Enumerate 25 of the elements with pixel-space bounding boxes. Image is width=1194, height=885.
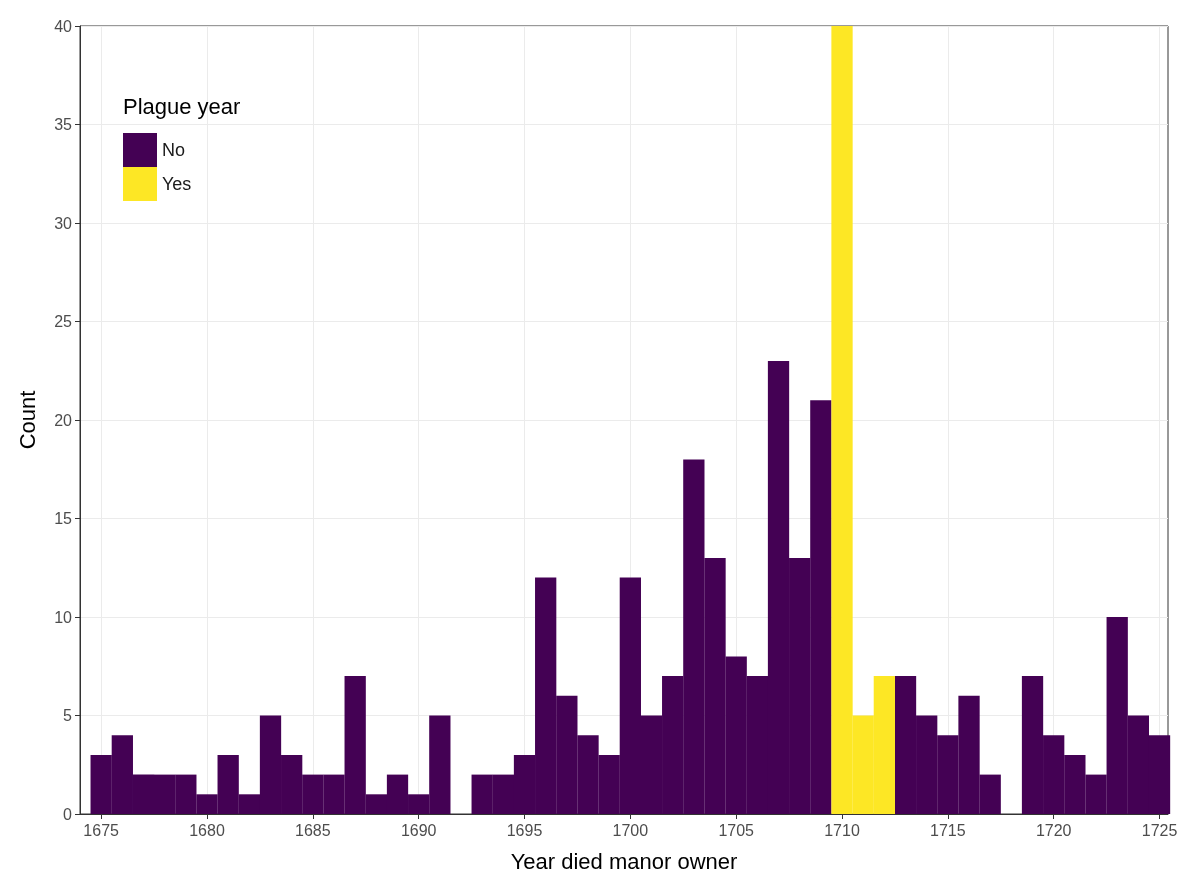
x-tick-label: 1700 (612, 821, 649, 839)
x-tick-label: 1725 (1141, 821, 1178, 839)
x-tick-label: 1680 (189, 821, 225, 839)
legend-label: Yes (162, 174, 192, 194)
y-tick-label: 30 (54, 214, 73, 232)
y-tick-label: 5 (63, 707, 73, 724)
legend-title: Plague year (123, 93, 241, 119)
y-axis-title: Count (14, 390, 40, 450)
y-tick-label: 40 (54, 17, 73, 35)
x-tick-label: 1710 (824, 821, 860, 839)
y-tick-label: 15 (54, 510, 73, 527)
legend-label: No (162, 140, 186, 160)
x-tick-label: 1675 (83, 821, 120, 839)
x-tick-label: 1720 (1035, 821, 1072, 839)
y-tick-label: 0 (63, 805, 73, 823)
y-tick-label: 35 (54, 116, 73, 133)
y-tick-label: 10 (54, 608, 73, 626)
x-tick-label: 1690 (400, 821, 437, 839)
x-axis-title: Year died manor owner (510, 848, 738, 874)
x-tick-label: 1695 (506, 821, 543, 839)
y-tick-label: 25 (54, 313, 73, 330)
x-tick-label: 1705 (718, 821, 755, 839)
x-tick-label: 1715 (930, 821, 966, 839)
y-tick-label: 20 (54, 411, 73, 429)
x-tick-label: 1685 (295, 821, 331, 839)
